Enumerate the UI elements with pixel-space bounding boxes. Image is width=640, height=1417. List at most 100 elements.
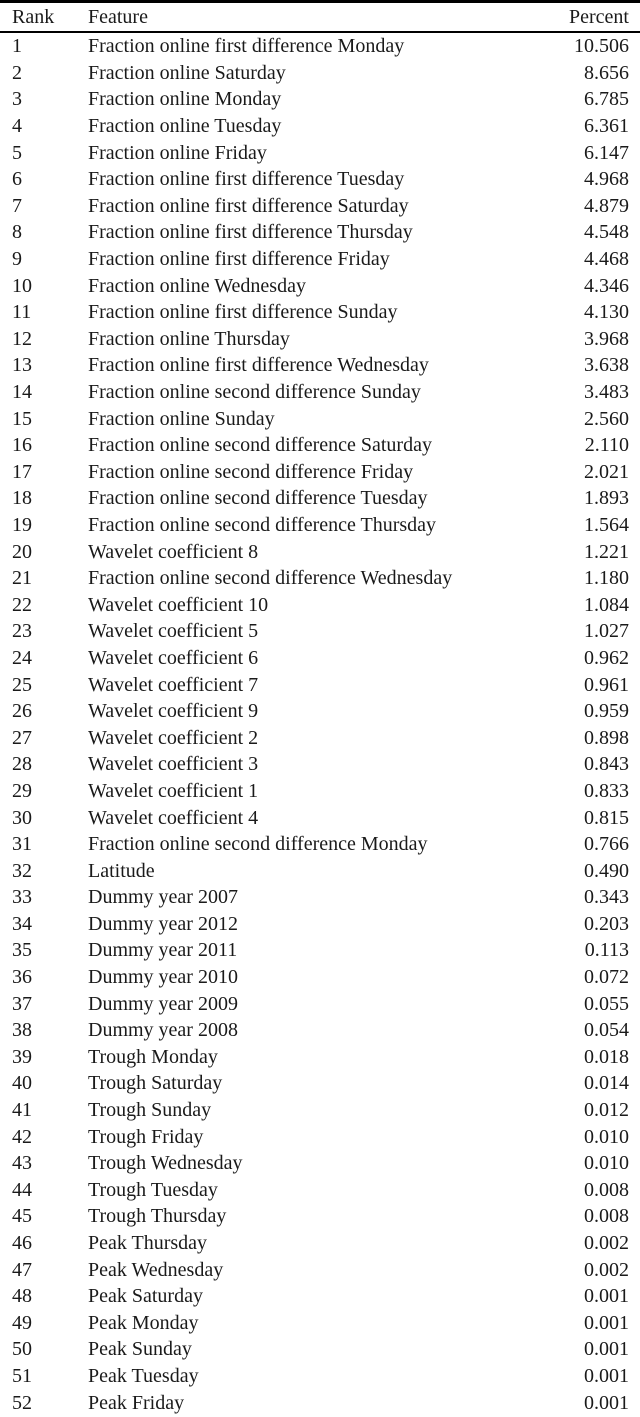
feature-cell: Fraction online Monday	[88, 88, 282, 111]
rank-cell: 37	[12, 992, 32, 1015]
percent-cell: 0.815	[584, 806, 629, 829]
rank-cell: 8	[12, 221, 22, 244]
feature-cell: Fraction online first difference Sunday	[88, 301, 398, 324]
rank-cell: 34	[12, 912, 32, 935]
rank-cell: 10	[12, 274, 32, 297]
table-row: 36 Dummy year 2010 0.072	[0, 964, 640, 991]
feature-cell: Fraction online Wednesday	[88, 274, 306, 297]
rank-cell: 31	[12, 833, 32, 856]
rank-cell: 6	[12, 168, 22, 191]
percent-cell: 0.002	[584, 1232, 629, 1255]
table-row: 24 Wavelet coefficient 6 0.962	[0, 645, 640, 672]
table-row: 38 Dummy year 2008 0.054	[0, 1017, 640, 1044]
table-row: 17 Fraction online second difference Fri…	[0, 459, 640, 486]
feature-cell: Peak Sunday	[88, 1338, 192, 1361]
rank-cell: 36	[12, 966, 32, 989]
rank-cell: 9	[12, 248, 22, 271]
percent-cell: 0.843	[584, 753, 629, 776]
percent-cell: 0.343	[584, 886, 629, 909]
feature-cell: Fraction online Thursday	[88, 327, 290, 350]
table-row: 2 Fraction online Saturday 8.656	[0, 60, 640, 87]
feature-cell: Trough Wednesday	[88, 1152, 243, 1175]
feature-cell: Fraction online second difference Thursd…	[88, 513, 437, 536]
percent-cell: 3.483	[584, 381, 629, 404]
feature-cell: Trough Friday	[88, 1125, 204, 1148]
table-row: 44 Trough Tuesday 0.008	[0, 1177, 640, 1204]
table-row: 3 Fraction online Monday 6.785	[0, 86, 640, 113]
percent-cell: 0.962	[584, 646, 629, 669]
table-row: 4 Fraction online Tuesday 6.361	[0, 113, 640, 140]
rank-cell: 50	[12, 1338, 32, 1361]
rank-cell: 22	[12, 593, 32, 616]
rank-cell: 16	[12, 434, 32, 457]
table-row: 52 Peak Friday 0.001	[0, 1389, 640, 1416]
percent-cell: 0.055	[584, 992, 629, 1015]
column-header-feature: Feature	[88, 1, 508, 33]
feature-cell: Peak Friday	[88, 1391, 185, 1414]
table-row: 45 Trough Thursday 0.008	[0, 1203, 640, 1230]
table-row: 21 Fraction online second difference Wed…	[0, 565, 640, 592]
table-row: 49 Peak Monday 0.001	[0, 1310, 640, 1337]
feature-cell: Wavelet coefficient 5	[88, 620, 259, 643]
rank-cell: 17	[12, 460, 32, 483]
percent-cell: 0.018	[584, 1045, 629, 1068]
rank-cell: 41	[12, 1099, 32, 1122]
percent-cell: 4.548	[584, 221, 629, 244]
table-row: 50 Peak Sunday 0.001	[0, 1336, 640, 1363]
rank-cell: 14	[12, 381, 32, 404]
percent-cell: 4.468	[584, 248, 629, 271]
rank-cell: 45	[12, 1205, 32, 1228]
percent-cell: 0.072	[584, 966, 629, 989]
feature-cell: Peak Saturday	[88, 1285, 203, 1308]
feature-cell: Fraction online first difference Friday	[88, 248, 390, 271]
table-row: 43 Trough Wednesday 0.010	[0, 1150, 640, 1177]
percent-cell: 0.833	[584, 779, 629, 802]
percent-cell: 6.361	[584, 115, 629, 138]
feature-cell: Fraction online Friday	[88, 141, 267, 164]
feature-cell: Fraction online second difference Monday	[88, 833, 428, 856]
rank-cell: 47	[12, 1258, 32, 1281]
table-row: 30 Wavelet coefficient 4 0.815	[0, 804, 640, 831]
feature-cell: Wavelet coefficient 2	[88, 726, 259, 749]
percent-cell: 4.130	[584, 301, 629, 324]
rank-cell: 1	[12, 35, 22, 58]
percent-cell: 0.002	[584, 1258, 629, 1281]
percent-cell: 4.346	[584, 274, 629, 297]
feature-cell: Fraction online second difference Tuesda…	[88, 487, 428, 510]
rank-cell: 49	[12, 1311, 32, 1334]
feature-cell: Dummy year 2009	[88, 992, 238, 1015]
table-row: 33 Dummy year 2007 0.343	[0, 884, 640, 911]
table-row: 15 Fraction online Sunday 2.560	[0, 405, 640, 432]
feature-cell: Fraction online first difference Wednesd…	[88, 354, 429, 377]
percent-cell: 0.001	[584, 1364, 629, 1387]
percent-cell: 0.001	[584, 1311, 629, 1334]
feature-cell: Peak Tuesday	[88, 1364, 199, 1387]
table-row: 31 Fraction online second difference Mon…	[0, 831, 640, 858]
percent-cell: 4.879	[584, 194, 629, 217]
table-row: 22 Wavelet coefficient 10 1.084	[0, 591, 640, 618]
feature-cell: Dummy year 2010	[88, 966, 238, 989]
rank-cell: 43	[12, 1152, 32, 1175]
feature-cell: Wavelet coefficient 7	[88, 673, 259, 696]
feature-cell: Wavelet coefficient 4	[88, 806, 259, 829]
percent-cell: 0.014	[584, 1072, 629, 1095]
rank-cell: 19	[12, 513, 32, 536]
rank-cell: 24	[12, 646, 32, 669]
table-row: 12 Fraction online Thursday 3.968	[0, 326, 640, 353]
table-row: 6 Fraction online first difference Tuesd…	[0, 166, 640, 193]
feature-cell: Wavelet coefficient 3	[88, 753, 259, 776]
table-row: 8 Fraction online first difference Thurs…	[0, 219, 640, 246]
rank-cell: 20	[12, 540, 32, 563]
feature-cell: Wavelet coefficient 9	[88, 700, 259, 723]
table-row: 14 Fraction online second difference Sun…	[0, 379, 640, 406]
table-row: 47 Peak Wednesday 0.002	[0, 1256, 640, 1283]
feature-cell: Wavelet coefficient 8	[88, 540, 259, 563]
feature-cell: Fraction online Tuesday	[88, 115, 282, 138]
rank-cell: 38	[12, 1019, 32, 1042]
percent-cell: 1.564	[584, 513, 629, 536]
table-row: 7 Fraction online first difference Satur…	[0, 193, 640, 220]
percent-cell: 0.898	[584, 726, 629, 749]
percent-cell: 1.180	[584, 567, 629, 590]
percent-cell: 0.008	[584, 1178, 629, 1201]
